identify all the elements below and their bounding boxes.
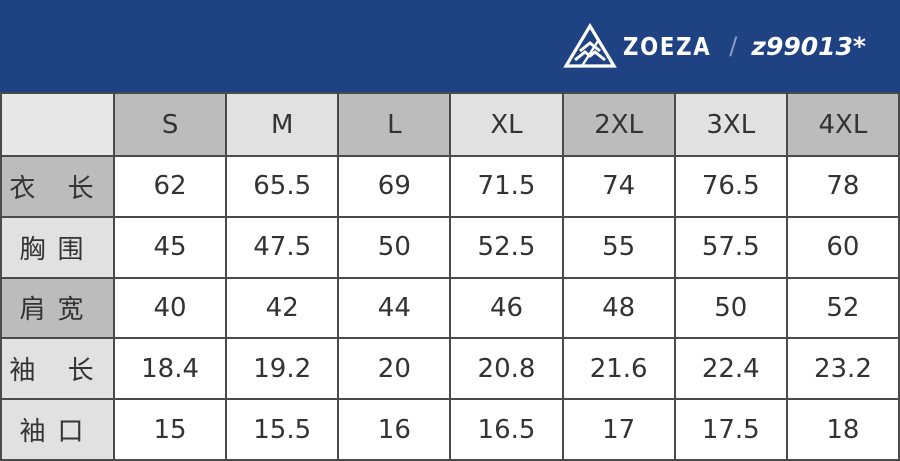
value-cell: 21.6 bbox=[561, 337, 676, 401]
zoeza-logo-icon bbox=[563, 23, 618, 68]
value-cell: 23.2 bbox=[785, 337, 900, 401]
value-cell: 20 bbox=[337, 337, 452, 401]
value-cell: 55 bbox=[561, 215, 676, 279]
table-row: 袖 长 18.4 19.2 20 20.8 21.6 22.4 23.2 bbox=[0, 337, 900, 401]
value-cell: 65.5 bbox=[225, 155, 340, 218]
value-cell: 71.5 bbox=[449, 155, 564, 218]
value-cell: 47.5 bbox=[225, 215, 340, 279]
value-cell: 52.5 bbox=[449, 215, 564, 279]
table-row: 衣 长 62 65.5 69 71.5 74 76.5 78 bbox=[0, 155, 900, 218]
value-cell: 62 bbox=[112, 155, 228, 218]
value-cell: 69 bbox=[337, 155, 452, 218]
value-cell: 60 bbox=[785, 215, 900, 279]
value-cell: 16 bbox=[337, 398, 452, 461]
value-cell: 44 bbox=[337, 276, 452, 340]
size-header-row: S M L XL 2XL 3XL 4XL bbox=[0, 92, 900, 157]
brand-name: ZOEZA bbox=[623, 31, 712, 61]
value-cell: 40 bbox=[112, 276, 228, 340]
model-code: z99013* bbox=[751, 31, 866, 61]
size-header-s: S bbox=[112, 92, 228, 157]
size-header-3xl: 3XL bbox=[673, 92, 788, 157]
row-label-cuff: 袖口 bbox=[0, 398, 115, 461]
value-cell: 45 bbox=[112, 215, 228, 279]
value-cell: 48 bbox=[561, 276, 676, 340]
brand-separator: / bbox=[729, 32, 738, 60]
value-cell: 18 bbox=[785, 398, 900, 461]
value-cell: 52 bbox=[785, 276, 900, 340]
header-banner: ZOEZA / z99013* bbox=[0, 0, 900, 92]
size-header-2xl: 2XL bbox=[561, 92, 676, 157]
table-row: 胸围 45 47.5 50 52.5 55 57.5 60 bbox=[0, 215, 900, 279]
brand-block: ZOEZA / z99013* bbox=[563, 22, 866, 70]
value-cell: 20.8 bbox=[449, 337, 564, 401]
value-cell: 57.5 bbox=[673, 215, 788, 279]
size-header-4xl: 4XL bbox=[785, 92, 900, 157]
value-cell: 17.5 bbox=[673, 398, 788, 461]
value-cell: 42 bbox=[225, 276, 340, 340]
row-label-shoulder: 肩宽 bbox=[0, 276, 115, 340]
value-cell: 22.4 bbox=[673, 337, 788, 401]
row-label-length: 衣 长 bbox=[0, 155, 115, 218]
value-cell: 19.2 bbox=[225, 337, 340, 401]
value-cell: 17 bbox=[561, 398, 676, 461]
value-cell: 74 bbox=[561, 155, 676, 218]
table-row: 肩宽 40 42 44 46 48 50 52 bbox=[0, 276, 900, 340]
row-label-sleeve: 袖 长 bbox=[0, 337, 115, 401]
corner-cell bbox=[0, 92, 115, 157]
value-cell: 76.5 bbox=[673, 155, 788, 218]
value-cell: 50 bbox=[337, 215, 452, 279]
value-cell: 50 bbox=[673, 276, 788, 340]
value-cell: 16.5 bbox=[449, 398, 564, 461]
value-cell: 15.5 bbox=[225, 398, 340, 461]
table-row: 袖口 15 15.5 16 16.5 17 17.5 18 bbox=[0, 398, 900, 461]
size-header-l: L bbox=[337, 92, 452, 157]
size-header-m: M bbox=[225, 92, 340, 157]
size-header-xl: XL bbox=[449, 92, 564, 157]
value-cell: 18.4 bbox=[112, 337, 228, 401]
value-cell: 46 bbox=[449, 276, 564, 340]
size-chart-table: S M L XL 2XL 3XL 4XL 衣 长 62 65.5 69 71.5… bbox=[0, 92, 900, 461]
value-cell: 78 bbox=[785, 155, 900, 218]
value-cell: 15 bbox=[112, 398, 228, 461]
row-label-chest: 胸围 bbox=[0, 215, 115, 279]
